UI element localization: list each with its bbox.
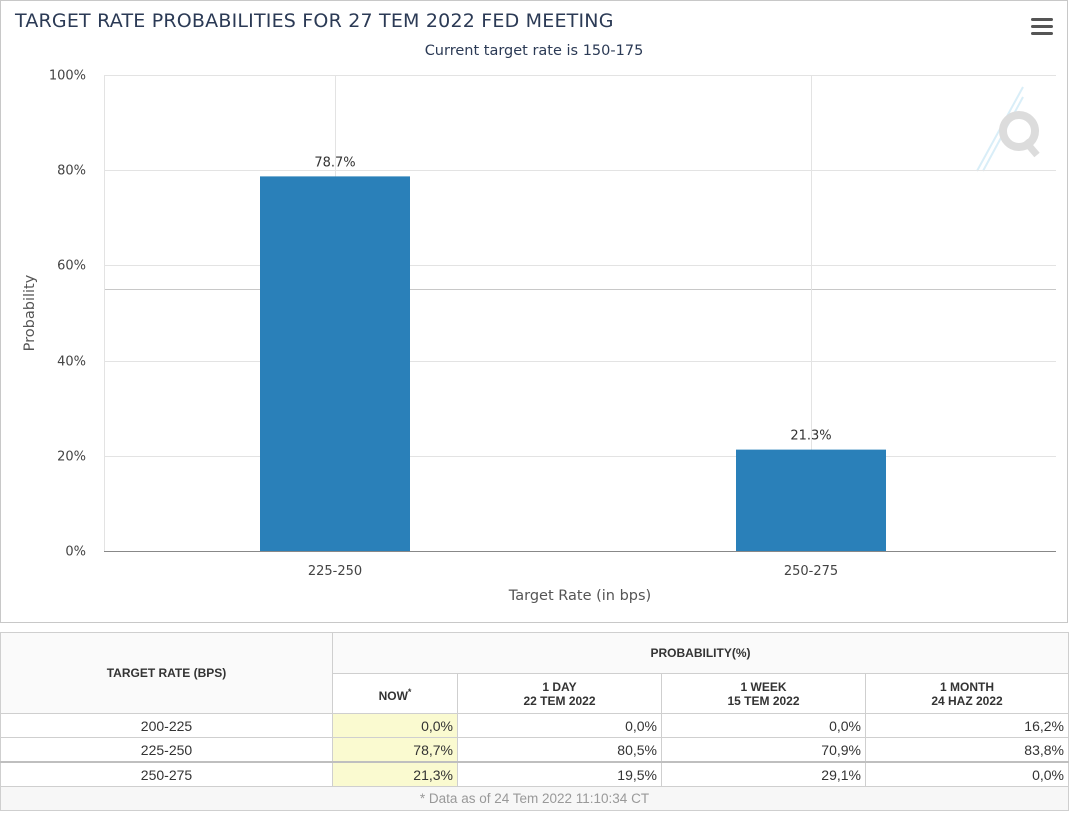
hamburger-menu-icon[interactable] — [1031, 18, 1053, 38]
value-cell: 19,5% — [457, 761, 662, 787]
value-cell: 29,1% — [661, 761, 866, 787]
table-row: 200-225 0,0% 0,0% 0,0% 16,2% — [0, 713, 1069, 738]
rate-cell: 225-250 — [0, 737, 333, 763]
value-cell: 80,5% — [457, 737, 662, 763]
now-value-cell: 78,7% — [332, 737, 458, 763]
y-tick-label: 20% — [57, 450, 86, 465]
header-target-rate: TARGET RATE (BPS) — [0, 632, 333, 714]
rate-cell: 250-275 — [0, 761, 333, 787]
now-value-cell: 0,0% — [332, 713, 458, 738]
bar-250-275[interactable] — [736, 449, 886, 551]
value-cell: 0,0% — [661, 713, 866, 738]
y-tick-label: 40% — [57, 355, 86, 370]
value-cell: 0,0% — [457, 713, 662, 738]
probability-table: TARGET RATE (BPS) PROBABILITY(%) NOW* 1 … — [0, 632, 1069, 811]
header-probability: PROBABILITY(%) — [332, 632, 1069, 674]
x-axis-title: Target Rate (in bps) — [508, 588, 651, 604]
bar-chart: 0% 20% 40% 60% 80% 100% 78.7% 225-250 21.3% 250-2… — [22, 69, 1056, 604]
chart-title: TARGET RATE PROBABILITIES FOR 27 TEM 202… — [15, 10, 614, 32]
value-cell: 16,2% — [865, 713, 1069, 738]
value-cell: 70,9% — [661, 737, 866, 763]
q-logo-icon — [976, 86, 1040, 172]
y-tick-label: 60% — [57, 259, 86, 274]
header-1-week: 1 WEEK 15 TEM 2022 — [661, 673, 866, 714]
x-tick-label: 225-250 — [308, 564, 362, 579]
table-row: 250-275 21,3% 19,5% 29,1% 0,0% — [0, 761, 1069, 787]
header-now: NOW* — [332, 673, 458, 714]
now-value-cell: 21,3% — [332, 761, 458, 787]
y-axis-title: Probability — [22, 274, 38, 351]
y-tick-label: 0% — [65, 545, 86, 560]
value-cell: 83,8% — [865, 737, 1069, 763]
y-tick-label: 80% — [57, 164, 86, 179]
table-row: 225-250 78,7% 80,5% 70,9% 83,8% — [0, 737, 1069, 763]
y-tick-label: 100% — [49, 69, 86, 84]
x-tick-label: 250-275 — [784, 564, 838, 579]
data-timestamp-footnote: * Data as of 24 Tem 2022 11:10:34 CT — [0, 786, 1069, 811]
rate-cell: 200-225 — [0, 713, 333, 738]
chart-panel: 0% 20% 40% 60% 80% 100% 78.7% 225-250 21.3% 250-2… — [0, 0, 1068, 623]
chart-subtitle: Current target rate is 150-175 — [424, 43, 644, 59]
bar-data-label: 78.7% — [314, 155, 355, 170]
bar-data-label: 21.3% — [790, 429, 831, 444]
header-1-day: 1 DAY 22 TEM 2022 — [457, 673, 662, 714]
value-cell: 0,0% — [865, 761, 1069, 787]
header-1-month: 1 MONTH 24 HAZ 2022 — [865, 673, 1069, 714]
bar-225-250[interactable] — [260, 176, 410, 551]
